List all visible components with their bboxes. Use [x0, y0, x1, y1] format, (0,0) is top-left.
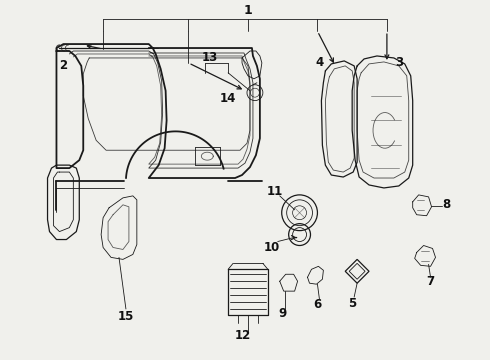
Text: 9: 9 [279, 307, 287, 320]
Text: 15: 15 [118, 310, 134, 323]
Text: 1: 1 [244, 4, 252, 17]
Text: 7: 7 [426, 275, 435, 288]
Text: 12: 12 [235, 329, 251, 342]
Text: 5: 5 [348, 297, 356, 310]
Text: 13: 13 [202, 51, 219, 64]
Text: 8: 8 [442, 198, 451, 211]
Text: 14: 14 [220, 92, 236, 105]
Text: 2: 2 [59, 59, 68, 72]
Text: 10: 10 [264, 241, 280, 254]
Text: 11: 11 [267, 185, 283, 198]
Text: 3: 3 [395, 57, 403, 69]
Text: 6: 6 [313, 297, 321, 311]
Text: 4: 4 [315, 57, 323, 69]
